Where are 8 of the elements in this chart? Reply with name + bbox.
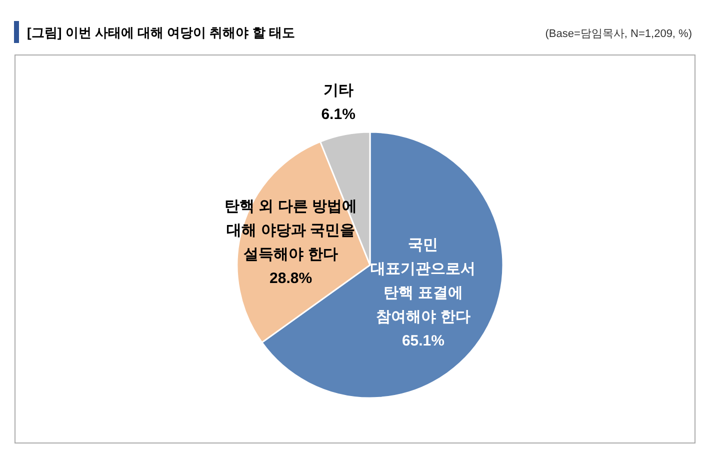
text: (Base=담임목사, N=1,209, %) (545, 28, 692, 40)
slice-label: 국민 대표기관으로서 탄핵 표결에 참여해야 한다 (370, 236, 476, 326)
data-label: 65.1% (402, 332, 445, 350)
data-label: 28.8% (270, 270, 312, 287)
chart-title: [그림] 이번 사태에 대해 여당이 취해야 할 태도 (27, 25, 295, 40)
data-label: 6.1% (321, 106, 356, 123)
slice-label: 기타 (323, 82, 354, 99)
slice-label: 탄핵 외 다른 방법에 대해 야당과 국민을 설득해야 한다 (224, 198, 358, 263)
